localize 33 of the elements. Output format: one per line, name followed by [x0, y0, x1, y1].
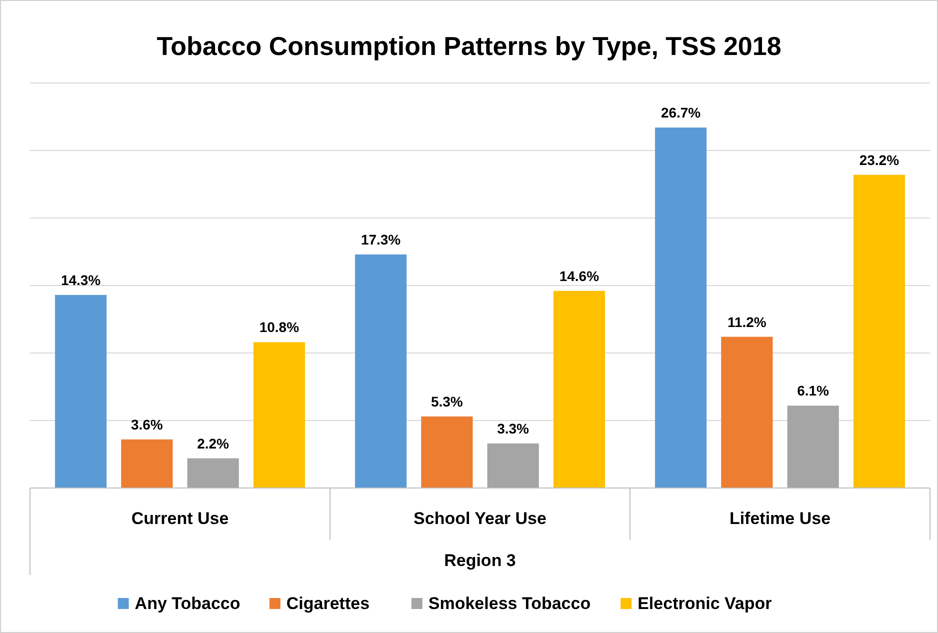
legend-label: Any Tobacco	[134, 594, 240, 613]
legend-label: Smokeless Tobacco	[428, 594, 591, 613]
bar	[655, 128, 707, 488]
bar	[55, 294, 107, 488]
bar	[355, 254, 407, 488]
bar	[853, 174, 905, 488]
bar	[553, 290, 605, 488]
data-label: 3.6%	[130, 416, 164, 432]
x-tick-label: School Year Use	[414, 509, 546, 528]
legend-label: Electronic Vapor	[638, 594, 772, 613]
bar	[421, 416, 473, 488]
bar	[121, 439, 173, 488]
bar	[253, 342, 305, 488]
data-label: 26.7%	[660, 104, 702, 121]
data-label: 5.3%	[430, 393, 464, 410]
data-label: 6.1%	[797, 382, 830, 399]
bar	[187, 458, 239, 488]
data-label: 23.2%	[859, 152, 900, 168]
data-label: 10.8%	[259, 319, 300, 336]
data-label: 14.6%	[559, 268, 600, 284]
data-label: 11.2%	[727, 314, 767, 330]
legend-label: Cigarettes	[286, 594, 370, 613]
data-label: 3.3%	[497, 420, 530, 436]
x-axis-title: Region 3	[444, 551, 516, 570]
x-tick-label: Lifetime Use	[729, 509, 831, 528]
bar	[787, 406, 839, 488]
bar	[721, 336, 773, 488]
x-tick-label: Current Use	[131, 509, 229, 528]
data-label: 2.2%	[197, 435, 230, 452]
bar	[487, 443, 539, 488]
chart-title: Tobacco Consumption Patterns by Type, TSS 2018	[156, 31, 782, 61]
data-label: 14.3%	[60, 272, 102, 288]
data-label: 17.3%	[360, 231, 402, 248]
